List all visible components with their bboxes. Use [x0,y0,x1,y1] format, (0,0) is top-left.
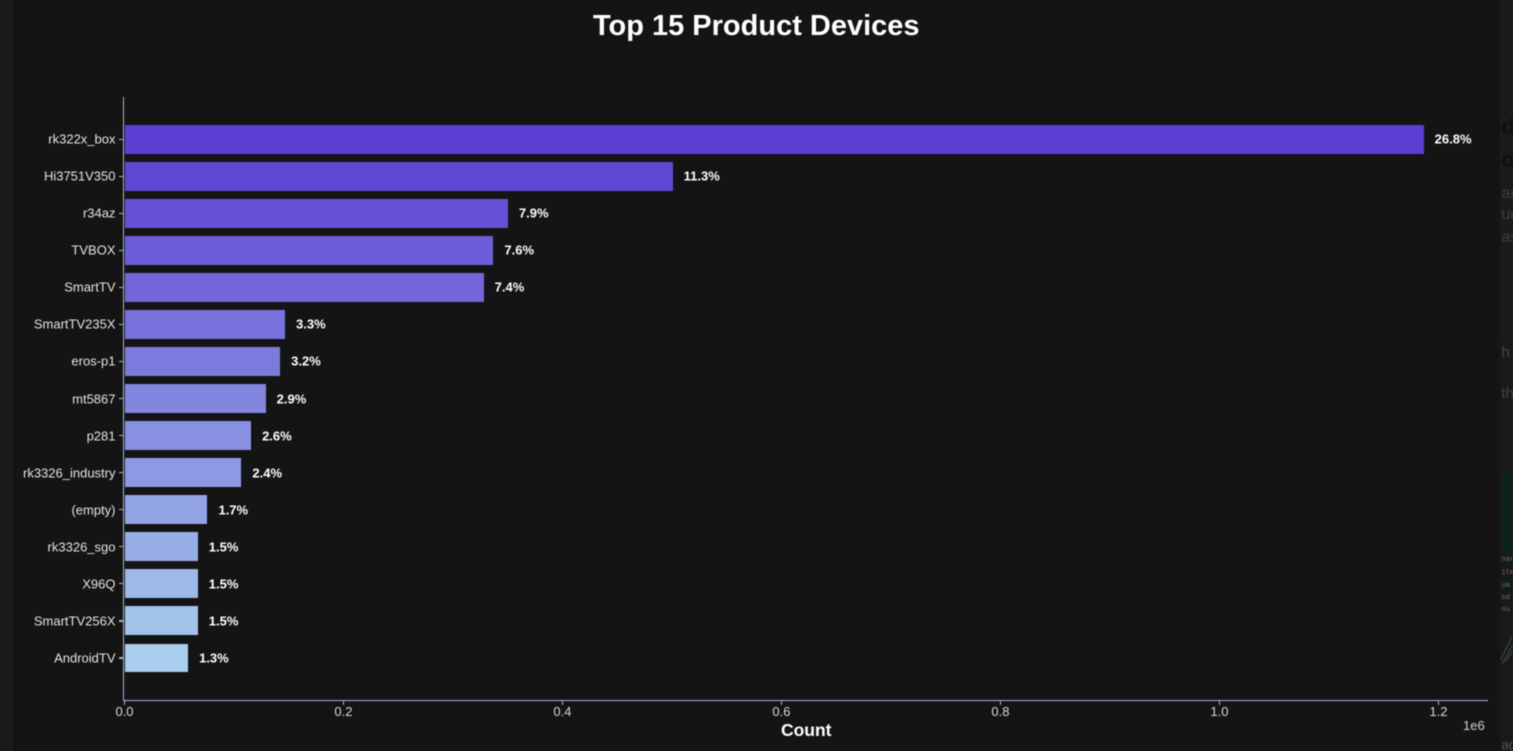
chart-title: Top 15 Product Devices [592,10,920,43]
page-text-fragment: as [1501,229,1513,246]
y-tick-mark [118,509,124,511]
x-axis-offset-label: 1e6 [1463,718,1485,733]
category-label: TVBOX [71,242,116,258]
value-label: 7.6% [504,242,535,258]
value-label: 11.3% [683,168,720,184]
y-tick-mark [118,249,124,251]
x-tick-label: 0.8 [991,704,1010,720]
value-label: 2.6% [262,428,292,444]
chart-figure: Top 15 Product Devices 26.8% 11.3% 7.9% 7.6… [12,0,1500,751]
page-text-fragment: ar [1501,185,1513,202]
y-tick-mark [118,546,124,548]
bar-p281 [125,421,252,450]
x-tick-label: 1.0 [1210,704,1229,720]
category-label: Hi3751V350 [43,168,116,184]
x-tick-mark [780,701,783,706]
page-text-fragment: h [1501,344,1510,361]
underlying-page-right-sliver: do ar ur as h th ag nar ite um od nu [1500,0,1513,751]
value-label: 7.4% [494,279,525,295]
value-label: 2.9% [276,391,307,407]
category-label: SmartTV235X [33,316,116,332]
category-label: SmartTV256X [33,613,116,629]
page-text-fragment: th [1501,385,1513,402]
bar-rk3326_sgo [125,532,198,562]
y-tick-mark [118,286,124,289]
value-label: 3.3% [296,316,326,332]
x-tick-mark [561,701,564,706]
x-tick-mark [999,701,1002,706]
bar-TVBOX [125,235,494,265]
bar-eros-p1 [125,347,281,376]
y-tick-mark [118,657,124,659]
bar-mt5867 [125,384,266,413]
bar-Hi3751V350 [125,161,673,191]
value-label: 1.5% [208,613,239,629]
category-label: eros-p1 [71,353,116,369]
category-label: p281 [86,428,116,444]
bar-SmartTV235X [125,310,285,339]
x-tick-label: 1.2 [1429,704,1448,720]
bar-SmartTV256X [125,606,198,636]
x-tick-label: 0.6 [772,704,791,720]
value-label: 1.3% [199,650,229,666]
y-tick-mark [118,583,124,585]
value-label: 3.2% [291,353,321,369]
x-tick-label: 0.4 [553,704,572,720]
y-tick-mark [118,212,124,214]
thumbnail-card [1501,473,1513,554]
y-tick-mark [118,472,124,474]
value-label: 2.4% [252,465,283,481]
value-label: 26.8% [1434,131,1472,147]
code-text-fragment: nar [1501,556,1513,564]
bar-rk3326_industry [125,458,242,488]
y-tick-mark [118,323,124,326]
value-label: 1.5% [208,576,239,592]
bar-rk322x_box [125,124,1424,154]
category-label: rk3326_sgo [47,539,116,555]
category-label: r34az [82,205,116,221]
category-label: rk322x_box [48,131,116,147]
y-tick-mark [118,434,124,437]
bar-AndroidTV [125,643,189,673]
page-text-fragment: ur [1501,206,1513,223]
bar-X96Q [125,569,198,599]
category-label: (empty) [71,502,116,518]
y-axis-spine [123,96,125,702]
category-label: X96Q [82,576,116,592]
bar-r34az [125,198,508,228]
y-tick-mark [118,175,124,177]
y-tick-mark [118,397,124,400]
value-label: 1.5% [208,539,239,555]
leaf-illustration [1500,635,1513,664]
x-tick-mark [1437,701,1440,706]
category-label: rk3326_industry [23,465,116,481]
x-tick-label: 0.0 [115,704,134,720]
code-text-fragment: nu [1501,606,1510,614]
plot-area: 26.8% 11.3% 7.9% 7.6% 7.4% 3.3% 3.2% 2.9% 2.6% 2.… [125,97,1489,700]
bar-SmartTV [125,272,484,302]
y-tick-mark [118,360,124,363]
x-tick-label: 0.2 [334,704,353,720]
code-text-fragment: um [1501,582,1510,590]
value-label: 7.9% [518,205,549,221]
page-text-fragment: d [1501,114,1513,139]
y-tick-mark [118,620,124,622]
x-tick-mark [342,701,345,706]
bar-(empty) [125,495,208,525]
page-text-fragment: o [1501,147,1513,172]
value-label: 1.7% [218,502,249,518]
category-label: mt5867 [72,391,116,407]
category-label: AndroidTV [54,650,116,666]
code-text-fragment: ite [1501,569,1513,577]
x-axis-label: Count [780,719,832,740]
category-label: SmartTV [64,279,116,295]
page-text-fragment: ag [1501,737,1513,751]
x-tick-mark [123,701,126,706]
x-tick-mark [1218,701,1221,706]
y-tick-mark [118,138,124,140]
code-text-fragment: od [1501,594,1510,602]
x-axis-spine [123,699,1488,701]
